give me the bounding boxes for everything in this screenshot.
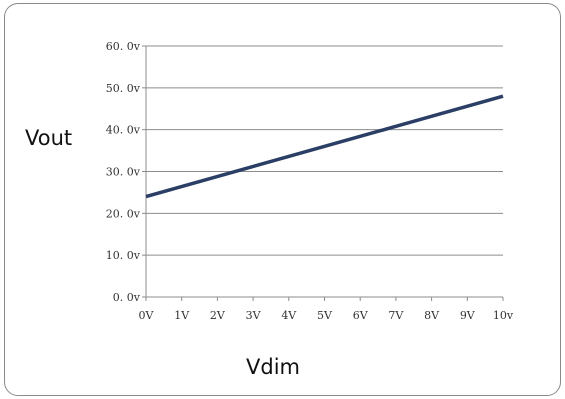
x-tick-label: 1V bbox=[174, 309, 190, 322]
x-tick-label: 2V bbox=[210, 309, 226, 322]
y-tick-label: 10. 0v bbox=[106, 249, 141, 262]
x-tick-label: 4V bbox=[281, 309, 297, 322]
x-tick-labels: 0V 1V 2V 3V 4V 5V 6V 7V 8V 9V 10v bbox=[139, 309, 514, 322]
x-tick-label: 3V bbox=[246, 309, 262, 322]
y-tick-label: 50. 0v bbox=[106, 82, 141, 95]
series-line bbox=[145, 94, 504, 199]
x-tick-label: 10v bbox=[493, 309, 514, 322]
y-axis-title: Vout bbox=[25, 126, 72, 150]
x-tick-label: 9V bbox=[460, 309, 476, 322]
y-tick-label: 60. 0v bbox=[106, 40, 141, 53]
chart-frame bbox=[4, 3, 561, 396]
y-tick-label: 0. 0v bbox=[113, 291, 141, 304]
x-tick-label: 6V bbox=[353, 309, 369, 322]
x-tick-label: 5V bbox=[317, 309, 333, 322]
y-tick-labels: 0. 0v 10. 0v 20. 0v 30. 0v 40. 0v 50. 0v 60. 0… bbox=[106, 40, 141, 304]
x-tick-label: 7V bbox=[388, 309, 404, 322]
y-tick-label: 30. 0v bbox=[106, 166, 141, 179]
series-layer bbox=[145, 94, 504, 199]
y-tick-label: 40. 0v bbox=[106, 124, 141, 137]
gridlines bbox=[146, 45, 503, 256]
x-tick-label: 0V bbox=[139, 309, 155, 322]
axes bbox=[142, 45, 504, 301]
x-axis-title: Vdim bbox=[246, 355, 300, 379]
y-tick-label: 20. 0v bbox=[106, 207, 141, 220]
x-tick-label: 8V bbox=[424, 309, 440, 322]
